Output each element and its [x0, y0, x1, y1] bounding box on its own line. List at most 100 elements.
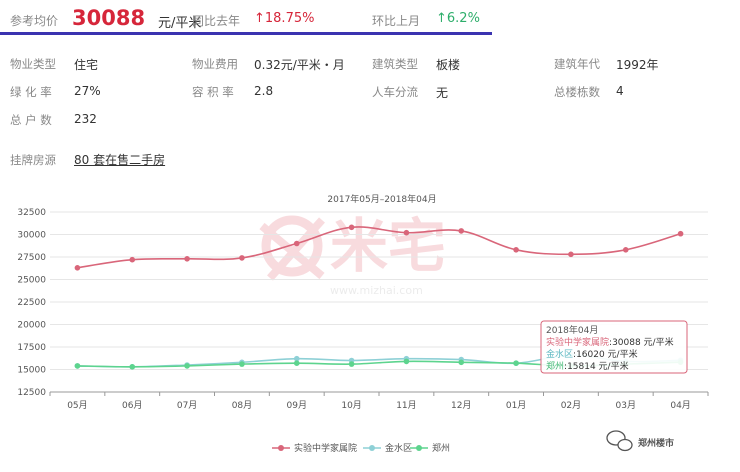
- tooltip-series-value: 15814 元/平米: [567, 360, 629, 372]
- y-tick-label: 12500: [17, 388, 46, 398]
- avg-price-value: 30088: [72, 6, 146, 30]
- x-tick-label: 04月: [670, 400, 690, 411]
- info-label: 绿 化 率: [10, 85, 52, 99]
- data-point[interactable]: [513, 247, 519, 253]
- data-point[interactable]: [513, 360, 519, 366]
- legend-item[interactable]: 金水区: [363, 442, 412, 454]
- x-tick-label: 10月: [341, 400, 361, 411]
- price-trend-chart: 米宅 www.mizhai.com 2017年05月–2018年04月 1250…: [17, 193, 709, 454]
- x-tick-label: 07月: [177, 400, 197, 411]
- data-point[interactable]: [293, 355, 300, 362]
- x-tick-label: 08月: [232, 400, 252, 411]
- data-point[interactable]: [74, 363, 81, 369]
- x-tick-label: 03月: [616, 400, 636, 411]
- y-tick-label: 20000: [17, 321, 46, 331]
- header-underline: [0, 32, 492, 35]
- tooltip-series-value: 30088 元/平米: [612, 336, 674, 348]
- info-value: 27%: [74, 84, 101, 98]
- data-point[interactable]: [348, 224, 355, 231]
- data-point[interactable]: [403, 229, 410, 236]
- y-tick-label: 17500: [17, 343, 46, 353]
- info-label: 人车分流: [372, 85, 418, 99]
- data-point[interactable]: [129, 256, 136, 263]
- x-tick-label: 01月: [506, 400, 526, 411]
- chart-tooltip: 2018年04月 实验中学家属院:30088 元/平米 金水区:16020 元/…: [540, 320, 688, 374]
- data-point[interactable]: [458, 359, 465, 366]
- data-point[interactable]: [293, 360, 300, 366]
- data-point[interactable]: [184, 363, 190, 369]
- price-header: 参考均价 30088 元/平米 同比去年 ↑18.75% 环比上月 ↑6.2%: [0, 0, 740, 35]
- listing-link[interactable]: 80 套在售二手房: [74, 153, 166, 167]
- legend-label: 金水区: [385, 442, 412, 454]
- x-tick-label: 05月: [67, 400, 87, 411]
- data-point[interactable]: [458, 228, 465, 234]
- x-axis-ticks: 05月 06月 07月 08月 09月 10月 11月 12月 01月 02月 03月 04月: [49, 392, 709, 411]
- mizhai-watermark: 米宅 www.mizhai.com: [259, 212, 446, 297]
- info-label: 物业类型: [10, 57, 56, 71]
- x-tick-label: 06月: [122, 400, 142, 411]
- data-point[interactable]: [293, 240, 300, 247]
- x-tick-label: 02月: [561, 400, 581, 411]
- x-tick-label: 09月: [287, 400, 307, 411]
- data-point[interactable]: [74, 265, 81, 271]
- data-point[interactable]: [239, 255, 245, 261]
- mizhai-logo-icon: [259, 215, 325, 281]
- legend-label: 实验中学家属院: [294, 442, 357, 454]
- data-point[interactable]: [129, 364, 136, 370]
- tooltip-series-name: 金水区: [546, 348, 573, 360]
- y-tick-label: 32500: [17, 208, 46, 218]
- info-value: 4: [616, 84, 624, 98]
- mom-label: 环比上月: [372, 14, 421, 28]
- data-point[interactable]: [677, 230, 684, 237]
- legend-label: 郑州: [432, 442, 450, 454]
- data-point[interactable]: [184, 256, 190, 262]
- y-tick-label: 22500: [17, 298, 46, 308]
- tooltip-series-name: 郑州: [546, 360, 564, 372]
- yoy-value: ↑18.75%: [254, 11, 315, 26]
- yoy-label: 同比去年: [192, 14, 241, 28]
- data-point[interactable]: [239, 361, 245, 367]
- series-line: [77, 226, 681, 269]
- info-label: 容 积 率: [192, 85, 234, 99]
- legend-marker-icon: [416, 445, 422, 451]
- info-label: 建筑年代: [554, 57, 600, 71]
- listing-label: 挂牌房源: [10, 153, 56, 167]
- tooltip-row: 郑州:15814 元/平米: [546, 360, 629, 372]
- info-value: 无: [436, 86, 449, 100]
- legend-item[interactable]: 实验中学家属院: [272, 442, 357, 454]
- tooltip-title: 2018年04月: [546, 324, 598, 336]
- data-point[interactable]: [403, 358, 410, 365]
- legend-item[interactable]: 郑州: [410, 442, 450, 454]
- watermark-url: www.mizhai.com: [330, 284, 423, 297]
- tooltip-series-value: 16020 元/平米: [576, 348, 638, 360]
- tooltip-row: 金水区:16020 元/平米: [546, 348, 638, 360]
- data-point[interactable]: [622, 247, 629, 253]
- tooltip-series-name: 实验中学家属院: [546, 336, 609, 348]
- legend-marker-icon: [369, 445, 375, 451]
- y-tick-label: 27500: [17, 253, 46, 263]
- y-tick-label: 25000: [17, 276, 46, 286]
- data-point[interactable]: [348, 361, 355, 367]
- info-label: 总楼栋数: [554, 85, 600, 99]
- chart-legend: 实验中学家属院 金水区 郑州: [272, 442, 450, 454]
- info-value: 2.8: [254, 84, 274, 98]
- legend-marker-icon: [278, 445, 284, 451]
- wechat-icon: [606, 430, 633, 452]
- data-point[interactable]: [568, 251, 574, 258]
- avg-price-unit: 元/平米: [158, 16, 202, 31]
- info-value: 1992年: [616, 58, 659, 72]
- info-value: 0.32元/平米・月: [254, 58, 345, 72]
- info-label: 物业费用: [192, 57, 238, 71]
- info-value: 板楼: [436, 58, 461, 72]
- avg-price-label: 参考均价: [10, 14, 59, 28]
- corner-watermark-text: 郑州楼市: [638, 437, 674, 449]
- y-tick-label: 15000: [17, 366, 46, 376]
- y-axis-ticks: 12500 15000 17500 20000 22500 25000 27500 30000…: [17, 208, 46, 398]
- x-tick-label: 11月: [396, 400, 416, 411]
- y-tick-label: 30000: [17, 231, 46, 241]
- watermark-brand: 米宅: [330, 212, 446, 280]
- series-1: [74, 224, 684, 271]
- info-value: 住宅: [74, 58, 99, 72]
- info-label: 总 户 数: [10, 113, 52, 127]
- info-label: 建筑类型: [372, 57, 418, 71]
